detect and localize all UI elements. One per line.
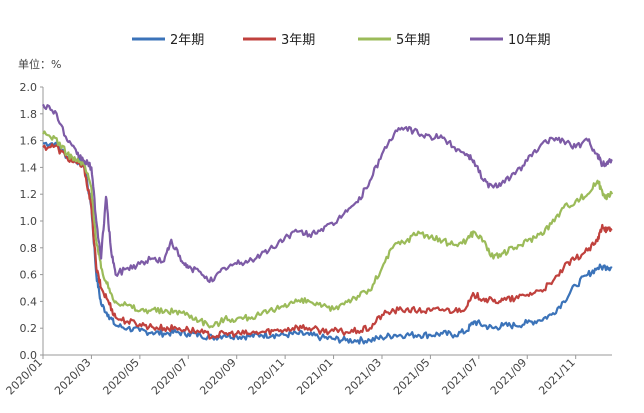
series-line-1 xyxy=(42,143,613,340)
x-tick-label: 2020/05 xyxy=(100,356,142,398)
y-tick-label: 0.0 xyxy=(20,349,38,362)
y-tick-label: 0.8 xyxy=(20,242,38,255)
legend-label-2: 5年期 xyxy=(396,33,430,48)
x-tick-label: 2020/03 xyxy=(52,356,94,398)
series-line-3 xyxy=(42,103,613,284)
x-tick-label: 2021/05 xyxy=(391,356,433,398)
y-tick-label: 1.6 xyxy=(20,135,38,148)
x-tick-label: 2021/01 xyxy=(294,356,336,398)
series-line-0 xyxy=(43,141,613,345)
legend-label-3: 10年期 xyxy=(508,33,551,48)
x-tick-label: 2021/03 xyxy=(343,356,385,398)
y-tick-label: 1.2 xyxy=(20,188,38,201)
series-line-2 xyxy=(42,130,614,329)
y-tick-label: 2.0 xyxy=(20,81,38,94)
x-tick-label: 2020/01 xyxy=(4,356,46,398)
x-tick-label: 2021/07 xyxy=(439,356,481,398)
x-tick-label: 2021/11 xyxy=(536,356,578,398)
legend: 2年期 3年期 5年期 10年期 xyxy=(132,33,551,48)
y-tick-label: 0.4 xyxy=(20,295,38,308)
y-axis: 0.0 0.2 0.4 0.6 0.8 1.0 1.2 1.4 1.6 1.8 2.0 xyxy=(20,81,44,362)
y-tick-label: 0.2 xyxy=(20,322,38,335)
y-tick-label: 0.6 xyxy=(20,269,38,282)
unit-label: 单位：% xyxy=(18,57,61,71)
legend-label-1: 3年期 xyxy=(281,33,315,48)
legend-label-0: 2年期 xyxy=(170,33,204,48)
x-tick-label: 2020/11 xyxy=(246,356,288,398)
y-tick-label: 1.4 xyxy=(20,161,38,174)
y-tick-label: 1.0 xyxy=(20,215,38,228)
x-axis: 2020/01 2020/03 2020/05 2020/07 2020/09 2020/… xyxy=(4,354,612,398)
x-tick-label: 2020/09 xyxy=(197,356,239,398)
y-tick-label: 1.8 xyxy=(20,108,38,121)
x-tick-label: 2020/07 xyxy=(149,356,191,398)
series-layer xyxy=(42,103,614,345)
x-tick-label: 2021/09 xyxy=(488,356,530,398)
